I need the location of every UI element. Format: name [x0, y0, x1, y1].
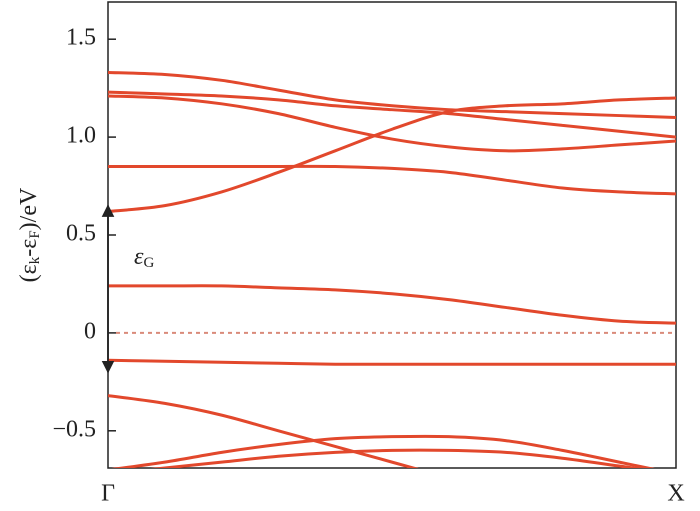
band-line	[108, 70, 676, 120]
gap-subscript: G	[143, 255, 154, 271]
y-tick-label: 1.0	[66, 123, 96, 149]
gap-symbol: ε	[134, 244, 144, 270]
band-line	[108, 164, 676, 196]
band-line	[108, 90, 676, 139]
band-line	[111, 434, 656, 468]
y-label-subscript: F	[27, 230, 43, 238]
y-tick-label: 0.5	[66, 221, 96, 247]
y-tick-label: 1.5	[66, 25, 96, 51]
bands	[108, 70, 676, 468]
band-line	[108, 284, 676, 325]
band-line	[108, 94, 676, 153]
y-label-subscript: k	[27, 256, 43, 264]
y-axis-label: (εk-εF)/eV	[16, 187, 44, 282]
band-line	[108, 358, 676, 366]
y-label-part: )/eV	[16, 187, 42, 230]
plot-frame	[107, 1, 677, 469]
y-tick-label: −0.5	[52, 416, 96, 442]
x-tick-label: X	[667, 481, 684, 507]
y-tick-label: 0	[84, 318, 96, 344]
x-tick-label: Γ	[101, 481, 115, 507]
band-line	[150, 448, 645, 468]
y-label-part: -ε	[16, 239, 42, 257]
band-line	[108, 96, 676, 213]
y-label-part: (ε	[16, 264, 42, 282]
gap-label: εG	[134, 244, 154, 272]
band-line	[108, 394, 419, 468]
